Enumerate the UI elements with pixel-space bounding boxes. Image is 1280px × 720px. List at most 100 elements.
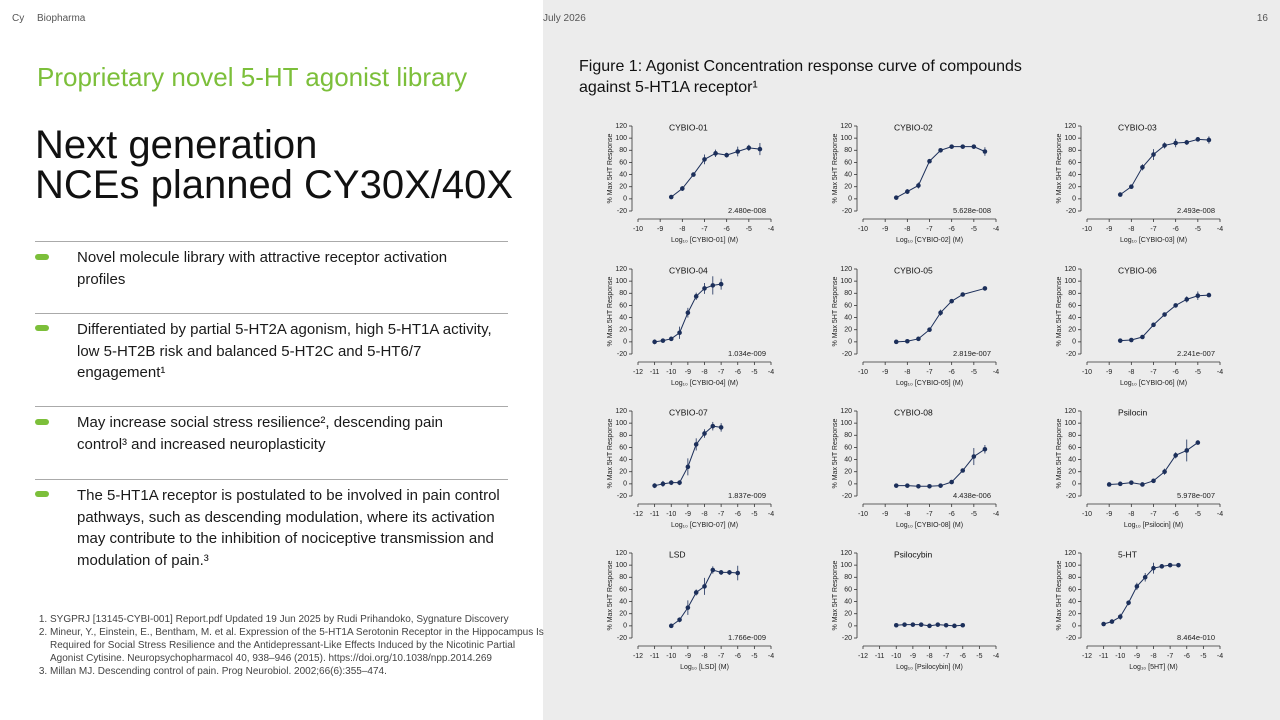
x-tick-label: -9 — [685, 511, 691, 518]
y-axis-label: % Max 5HT Response — [832, 418, 839, 488]
data-point — [1134, 584, 1140, 589]
x-axis-label: Log₁₀ [CYBIO-07] (M) — [671, 522, 738, 529]
x-axis-label: Log₁₀ [CYBIO-06] (M) — [1120, 380, 1187, 387]
chart-title: CYBIO-01 — [669, 122, 708, 132]
y-tick-label: 20 — [619, 611, 627, 618]
footnotes: SYGPRJ [13145-CYBI-001] Report.pdf Updat… — [35, 613, 550, 678]
data-point — [660, 338, 666, 343]
y-tick-label: 120 — [615, 408, 627, 415]
data-point — [1117, 192, 1123, 197]
data-point — [982, 149, 988, 154]
kicker: Proprietary novel 5-HT agonist library — [37, 62, 468, 92]
data-point — [713, 151, 718, 156]
chart-title: CYBIO-07 — [669, 407, 708, 417]
y-tick-label: 100 — [840, 420, 852, 427]
y-tick-label: 40 — [844, 314, 852, 321]
x-tick-label: -7 — [1150, 511, 1156, 518]
data-point — [971, 144, 977, 149]
y-tick-label: 20 — [1068, 327, 1076, 334]
y-tick-label: 0 — [623, 623, 627, 630]
x-tick-label: -11 — [1099, 653, 1109, 660]
data-point — [1129, 184, 1134, 190]
y-tick-label: -20 — [617, 208, 627, 215]
data-point — [660, 481, 666, 487]
data-point — [1167, 562, 1173, 568]
x-tick-label: -4 — [768, 369, 774, 376]
x-tick-label: -12 — [633, 369, 643, 376]
y-tick-label: 80 — [1068, 432, 1076, 439]
chart-title: CYBIO-06 — [1118, 265, 1157, 275]
data-point — [952, 623, 957, 629]
y-tick-label: 100 — [1064, 420, 1076, 427]
ec50-label: 1.766e-009 — [728, 633, 766, 642]
x-axis-label: Log₁₀ [Psilocin] (M) — [1124, 522, 1183, 529]
y-tick-label: 120 — [840, 408, 852, 415]
x-tick-label: -7 — [943, 653, 949, 660]
logo: Cy — [12, 13, 25, 24]
x-tick-label: -4 — [1217, 511, 1223, 518]
y-tick-label: 60 — [619, 159, 627, 166]
chart-title: Psilocin — [1118, 407, 1148, 417]
data-point — [1101, 621, 1106, 627]
y-tick-label: 20 — [1068, 469, 1076, 476]
y-tick-label: 0 — [1072, 196, 1076, 203]
data-point — [1140, 164, 1145, 170]
chart-title: CYBIO-04 — [669, 265, 708, 275]
data-point — [910, 622, 916, 627]
data-point — [971, 454, 977, 459]
x-tick-label: -5 — [1195, 226, 1201, 233]
y-tick-label: 80 — [619, 147, 627, 154]
data-point — [668, 336, 674, 342]
x-tick-label: -8 — [1128, 226, 1134, 233]
ec50-label: 2.241e-007 — [1177, 349, 1215, 358]
x-tick-label: -9 — [685, 653, 691, 660]
x-tick-label: -7 — [701, 226, 707, 233]
data-point — [893, 622, 899, 628]
x-tick-label: -12 — [1082, 653, 1092, 660]
y-tick-label: -20 — [1066, 208, 1076, 215]
divider — [35, 313, 508, 314]
y-tick-label: -20 — [842, 635, 852, 642]
data-point — [702, 584, 707, 589]
y-tick-label: 120 — [1064, 550, 1076, 557]
y-axis-label: % Max 5HT Response — [607, 276, 614, 346]
data-point — [693, 442, 699, 447]
y-tick-label: 120 — [840, 550, 852, 557]
y-tick-label: -20 — [842, 208, 852, 215]
data-point — [1162, 143, 1167, 148]
x-tick-label: -10 — [858, 226, 868, 233]
data-point — [1129, 480, 1134, 485]
brand: Biopharma — [37, 13, 86, 24]
x-tick-label: -5 — [746, 226, 752, 233]
x-tick-label: -7 — [718, 653, 724, 660]
bullet-text: The 5-HT1A receptor is postulated to be … — [77, 487, 500, 569]
x-tick-label: -5 — [1195, 511, 1201, 518]
x-tick-label: -10 — [1082, 226, 1092, 233]
y-tick-label: 60 — [844, 302, 852, 309]
x-axis-label: Log₁₀ [CYBIO-08] (M) — [896, 522, 963, 529]
ec50-label: 1.034e-009 — [728, 349, 766, 358]
data-point — [735, 570, 741, 576]
x-tick-label: -5 — [971, 226, 977, 233]
y-tick-label: 40 — [1068, 598, 1076, 605]
y-tick-label: -20 — [842, 493, 852, 500]
data-point — [652, 339, 657, 345]
slide-title: NCEs planned CY30X/40X — [35, 163, 514, 207]
x-tick-label: -9 — [882, 369, 888, 376]
y-tick-label: 120 — [1064, 408, 1076, 415]
y-tick-label: 80 — [619, 290, 627, 297]
x-tick-label: -6 — [960, 653, 966, 660]
x-tick-label: -7 — [718, 369, 724, 376]
data-point — [685, 464, 691, 470]
data-point — [718, 570, 724, 575]
y-axis-label: % Max 5HT Response — [832, 276, 839, 346]
x-tick-label: -4 — [1217, 226, 1223, 233]
x-tick-label: -6 — [1184, 653, 1190, 660]
y-tick-label: 80 — [844, 290, 852, 297]
divider — [35, 479, 508, 480]
y-tick-label: 120 — [615, 266, 627, 273]
x-tick-label: -11 — [650, 653, 660, 660]
x-tick-label: -8 — [904, 369, 910, 376]
y-axis-label: % Max 5HT Response — [607, 418, 614, 488]
x-tick-label: -6 — [1173, 511, 1179, 518]
